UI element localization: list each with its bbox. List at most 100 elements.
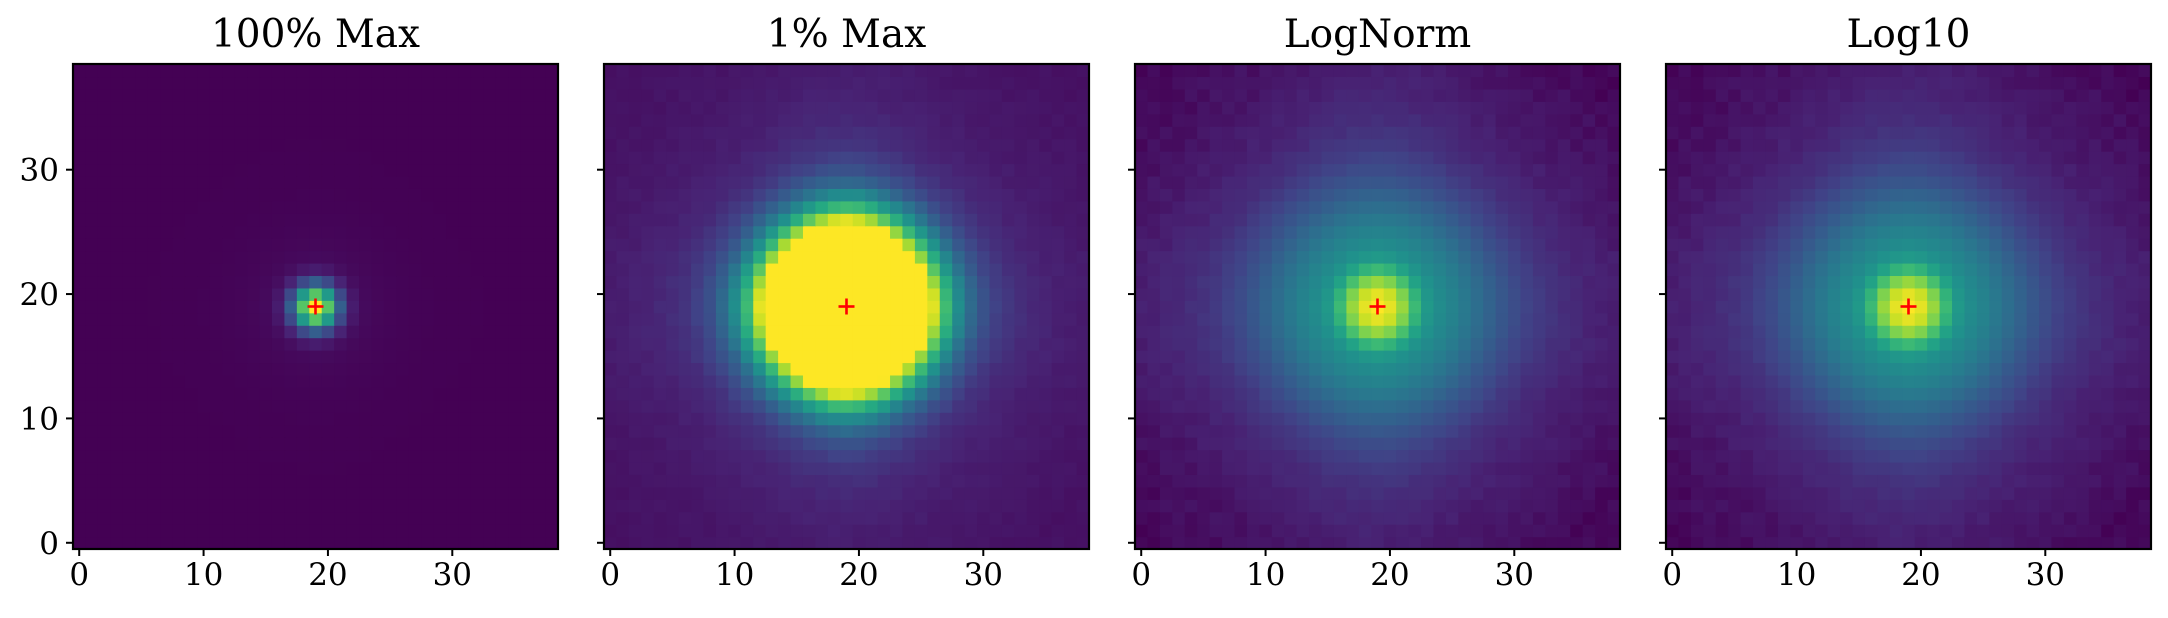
heatmap-cell — [1371, 474, 1385, 488]
heatmap-cell — [914, 200, 928, 214]
heatmap-cell — [1666, 424, 1680, 438]
heatmap-cell — [309, 113, 323, 127]
heatmap-cell — [753, 337, 767, 351]
heatmap-cell — [97, 449, 111, 463]
heatmap-cell — [446, 126, 460, 140]
heatmap-cell — [1001, 412, 1015, 426]
heatmap-cell — [1039, 350, 1053, 364]
heatmap-cell — [1470, 88, 1484, 102]
heatmap-cell — [1508, 163, 1522, 177]
heatmap-cell — [902, 300, 916, 314]
heatmap-cell — [1135, 387, 1149, 401]
x-tick-label: 20 — [1370, 557, 1409, 593]
heatmap-cell — [1209, 250, 1223, 264]
heatmap-cell — [1159, 374, 1173, 388]
heatmap-cell — [359, 163, 373, 177]
heatmap-cell — [1483, 437, 1497, 451]
heatmap-cell — [1371, 126, 1385, 140]
heatmap-cell — [815, 138, 829, 152]
heatmap-cell — [1421, 200, 1435, 214]
heatmap-cell — [1445, 412, 1459, 426]
heatmap-cell — [1408, 474, 1422, 488]
heatmap-cell — [1246, 64, 1260, 78]
heatmap-cell — [703, 362, 717, 376]
x-tick-label: 0 — [1131, 557, 1151, 593]
heatmap-cell — [135, 287, 149, 301]
heatmap-cell — [1296, 287, 1310, 301]
heatmap-cell — [508, 138, 522, 152]
heatmap-cell — [1309, 175, 1323, 189]
heatmap-cell — [939, 362, 953, 376]
heatmap-cell — [1545, 175, 1559, 189]
heatmap-cell — [421, 151, 435, 165]
heatmap-cell — [495, 337, 509, 351]
heatmap-cell — [1666, 437, 1680, 451]
heatmap-cell — [296, 175, 310, 189]
heatmap-cell — [939, 474, 953, 488]
heatmap-cell — [433, 163, 447, 177]
heatmap-cell — [604, 275, 618, 289]
heatmap-cell — [827, 437, 841, 451]
heatmap-cell — [1159, 262, 1173, 277]
heatmap-cell — [1703, 474, 1717, 488]
heatmap-cell — [802, 300, 817, 314]
heatmap-cell — [1827, 536, 1841, 550]
heatmap-cell — [321, 461, 335, 475]
heatmap-cell — [110, 474, 124, 488]
heatmap-cell — [740, 101, 754, 115]
heatmap-cell — [97, 76, 111, 90]
heatmap-cell — [616, 76, 630, 90]
heatmap-cell — [184, 461, 198, 475]
heatmap-cell — [641, 387, 655, 401]
heatmap-cell — [1902, 437, 1916, 451]
heatmap-cell — [520, 300, 534, 314]
heatmap-cell — [989, 325, 1003, 339]
heatmap-cell — [383, 350, 397, 364]
heatmap-cell — [1470, 138, 1484, 152]
heatmap-cell — [1582, 238, 1596, 252]
heatmap-cell — [383, 225, 397, 239]
heatmap-cell — [1001, 225, 1015, 239]
heatmap-cell — [1184, 412, 1198, 426]
heatmap-cell — [1939, 437, 1953, 451]
heatmap-cell — [421, 163, 435, 177]
heatmap-cell — [1259, 275, 1273, 289]
heatmap-cell — [1557, 461, 1571, 475]
heatmap-cell — [1001, 437, 1015, 451]
heatmap-cell — [877, 88, 891, 102]
heatmap-cell — [520, 362, 534, 376]
heatmap-cell — [1076, 101, 1090, 115]
heatmap-cell — [1532, 287, 1546, 301]
heatmap-cell — [666, 499, 680, 513]
heatmap-cell — [470, 325, 484, 339]
heatmap-cell — [408, 449, 422, 463]
heatmap-cell — [1520, 524, 1534, 538]
heatmap-cell — [97, 113, 111, 127]
heatmap-cell — [433, 374, 447, 388]
heatmap-cell — [1234, 64, 1248, 78]
heatmap-cell — [728, 88, 742, 102]
heatmap-cell — [740, 200, 754, 214]
heatmap-cell — [259, 64, 273, 78]
heatmap-cell — [184, 524, 198, 538]
heatmap-cell — [604, 287, 618, 301]
heatmap-cell — [1595, 225, 1609, 239]
heatmap-cell — [1147, 113, 1161, 127]
heatmap-cell — [628, 399, 642, 413]
heatmap-cell — [939, 275, 953, 289]
heatmap-cell — [1026, 151, 1040, 165]
heatmap-cell — [1184, 312, 1198, 326]
heatmap-cell — [234, 437, 248, 451]
heatmap-cell — [73, 325, 87, 339]
heatmap-cell — [197, 113, 211, 127]
heatmap-cell — [939, 374, 953, 388]
heatmap-cell — [1777, 536, 1791, 550]
heatmap-cell — [1470, 200, 1484, 214]
heatmap-cell — [1051, 101, 1065, 115]
heatmap-cell — [802, 101, 817, 115]
heatmap-cell — [222, 126, 236, 140]
heatmap-cell — [1209, 449, 1223, 463]
heatmap-cell — [1172, 188, 1186, 202]
heatmap-cell — [1209, 437, 1223, 451]
heatmap-cell — [1570, 287, 1584, 301]
